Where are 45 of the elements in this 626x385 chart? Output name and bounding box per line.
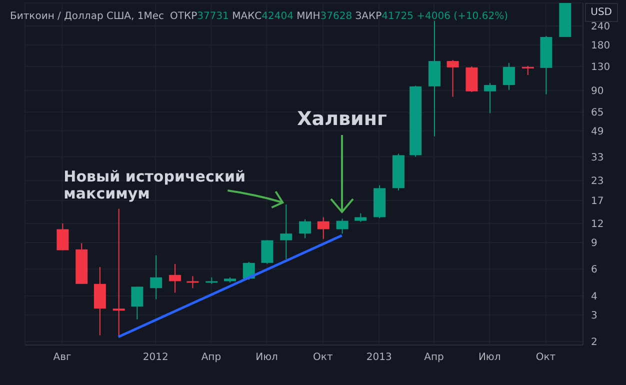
y-axis-title: USD: [584, 3, 618, 22]
y-tick-label: 3: [591, 310, 598, 322]
candlestick: [150, 254, 162, 300]
annotation: Новый исторический максимум: [64, 168, 246, 203]
candlestick: [336, 218, 348, 234]
y-tick-label: 12: [591, 219, 604, 230]
candlestick: [466, 66, 478, 93]
y-tick-label: 240: [591, 22, 610, 33]
candlestick: [317, 216, 330, 240]
y-tick-label: 2: [591, 337, 598, 348]
candlestick: [56, 222, 69, 251]
y-tick-label: 90: [591, 86, 604, 98]
y-tick-label: 17: [591, 196, 604, 208]
candlestick: [112, 208, 125, 338]
x-tick-label: Апр: [201, 352, 222, 364]
x-tick-label: Окт: [313, 352, 333, 364]
x-tick-label: 2013: [366, 352, 392, 364]
y-tick-label: 4: [591, 291, 598, 302]
y-tick-label: 33: [591, 152, 604, 164]
candlestick: [261, 240, 274, 264]
candlestick: [446, 60, 459, 98]
annotation: Халвинг: [297, 108, 387, 130]
candlestick: [502, 62, 515, 90]
y-tick-label: 23: [591, 176, 604, 188]
candlestick: [484, 82, 496, 114]
candlestick: [522, 65, 534, 76]
candlestick: [299, 218, 312, 239]
x-tick-label: Июл: [478, 352, 501, 364]
candlestick: [169, 263, 182, 294]
candlestick: [186, 276, 199, 289]
y-tick-label: 180: [591, 40, 610, 52]
candlestick: [131, 286, 144, 320]
y-tick-label: 9: [591, 238, 598, 249]
y-tick-label: 6: [591, 264, 598, 276]
y-tick-label: 130: [591, 62, 610, 73]
x-tick-label: Апр: [424, 352, 444, 364]
candlestick: [280, 204, 292, 260]
x-tick-label: Окт: [536, 352, 556, 364]
x-tick-label: Авг: [53, 352, 72, 364]
y-tick-label: 49: [591, 126, 604, 138]
x-tick-label: Июл: [256, 352, 278, 364]
text: Биткоин / Доллар США, 1Мес: [10, 11, 164, 22]
text: ОТКР37731 МАКС42404 МИН37628 ЗАКР41725 +4006 (+10.62%): [170, 11, 508, 22]
y-tick-label: 65: [591, 108, 604, 119]
x-tick-label: 2012: [142, 352, 168, 364]
